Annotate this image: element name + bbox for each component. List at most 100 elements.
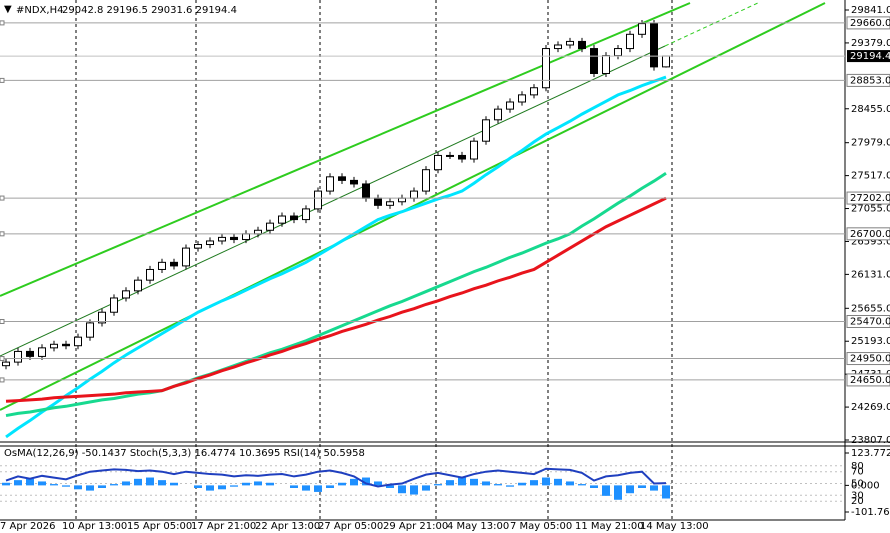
y-tick-label: 26131.0 <box>851 269 890 280</box>
x-tick-label: 10 Apr 13:00 <box>62 521 127 532</box>
x-tick-label: 17 Apr 21:00 <box>191 521 256 532</box>
osma-bar <box>230 485 238 487</box>
header-values: 29042.8 29196.5 29031.6 29194.4 <box>62 5 237 16</box>
collapse-arrow[interactable]: ▼ <box>4 4 12 15</box>
level-marker <box>0 20 5 26</box>
candle-body <box>470 140 478 160</box>
y2-tick-label: 20 <box>851 496 864 507</box>
osma-bar <box>158 480 166 486</box>
candle-body <box>278 215 286 224</box>
osma-bar <box>662 485 670 499</box>
osma-bar <box>38 481 46 486</box>
osma-bar <box>86 485 94 491</box>
x-tick-label: 22 Apr 13:00 <box>255 521 320 532</box>
level-label-bg <box>846 73 890 87</box>
y-tick-label: 0.000 <box>851 480 880 491</box>
osma-bar <box>434 484 442 486</box>
candle-body <box>122 290 130 299</box>
osma-bar <box>554 478 562 486</box>
candle-body <box>530 87 538 96</box>
moving-average <box>5 196 667 403</box>
y-tick-label: 25193.0 <box>851 336 890 347</box>
x-tick-label: 29 Apr 21:00 <box>383 521 448 532</box>
candle-body <box>110 297 118 313</box>
candle-body <box>182 247 190 267</box>
level-label: 24950.0 <box>850 354 890 365</box>
osma-bar <box>542 477 550 486</box>
x-tick-label: 7 Apr 2026 <box>0 521 55 532</box>
osma-bar <box>386 485 394 488</box>
osma-bar <box>14 480 22 486</box>
candle-body <box>602 55 610 74</box>
rsi-line <box>5 467 667 488</box>
candle-body <box>50 343 58 349</box>
candle-body <box>650 23 658 68</box>
candle-body <box>506 101 514 110</box>
osma-bar <box>494 484 502 486</box>
y-tick-label: 24269.0 <box>851 402 890 413</box>
y-tick-label: 26593.0 <box>851 236 890 247</box>
y-tick-label: 28455.0 <box>851 104 890 115</box>
level-label: 27202.0 <box>850 193 890 204</box>
y2-tick-label: 70 <box>851 467 864 478</box>
candle-body <box>242 233 250 241</box>
osma-bar <box>134 478 142 486</box>
osma-bar <box>266 482 274 486</box>
candle-body <box>134 279 142 292</box>
candle-body <box>494 108 502 121</box>
moving-average <box>5 75 667 439</box>
level-marker <box>0 231 5 237</box>
osma-bar <box>458 477 466 486</box>
candle-body <box>230 236 238 241</box>
osma-bar <box>410 485 418 495</box>
current-price-bg <box>847 50 890 63</box>
candle-body <box>158 261 166 270</box>
level-label-bg <box>846 352 890 366</box>
candle-body <box>302 208 310 221</box>
candle-body <box>218 236 226 242</box>
moving-average <box>5 172 667 418</box>
period-separators <box>75 0 673 520</box>
osma-bar <box>446 480 454 486</box>
level-label: 24650.0 <box>850 375 890 386</box>
osma-bar <box>362 477 370 486</box>
osma-bar <box>374 481 382 486</box>
osma-bar <box>170 482 178 486</box>
x-tick-label: 11 May 21:00 <box>575 521 644 532</box>
level-label: 25470.0 <box>850 316 890 327</box>
y-tick-label: 123.772 <box>851 448 890 459</box>
osma-bar <box>122 481 130 486</box>
candle-body <box>314 190 322 210</box>
current-price-label: 29194.4 <box>850 51 890 62</box>
osma-bar <box>530 480 538 486</box>
osma-bar <box>614 485 622 500</box>
osma-bar <box>218 485 226 490</box>
candle-body <box>566 40 574 46</box>
level-label-bg <box>846 227 890 241</box>
y-tick-label: 27517.0 <box>851 171 890 182</box>
y-tick-label: 25655.0 <box>851 303 890 314</box>
osma-bar <box>194 485 202 488</box>
y-tick-label: 27055.0 <box>851 204 890 215</box>
candle-body <box>266 222 274 231</box>
symbol: #NDX,H4 <box>16 5 63 16</box>
candle-body <box>194 244 202 249</box>
candle-body <box>482 119 490 142</box>
osma-bar <box>26 478 34 486</box>
osma-bar <box>50 484 58 486</box>
osma-bar <box>146 477 154 486</box>
level-label: 28853.0 <box>850 75 890 86</box>
candle-body <box>170 261 178 267</box>
osma-bar <box>110 484 118 486</box>
level-label: 26700.0 <box>850 229 890 240</box>
candle-body <box>542 48 550 89</box>
candle-body <box>374 197 382 206</box>
osma-bar <box>470 478 478 486</box>
osma-bar <box>242 482 250 486</box>
candle-body <box>662 55 670 68</box>
candle-body <box>578 40 586 50</box>
y-tick-label: -101.767 <box>851 507 890 518</box>
candle-body <box>86 322 94 338</box>
candle-body <box>38 347 46 357</box>
